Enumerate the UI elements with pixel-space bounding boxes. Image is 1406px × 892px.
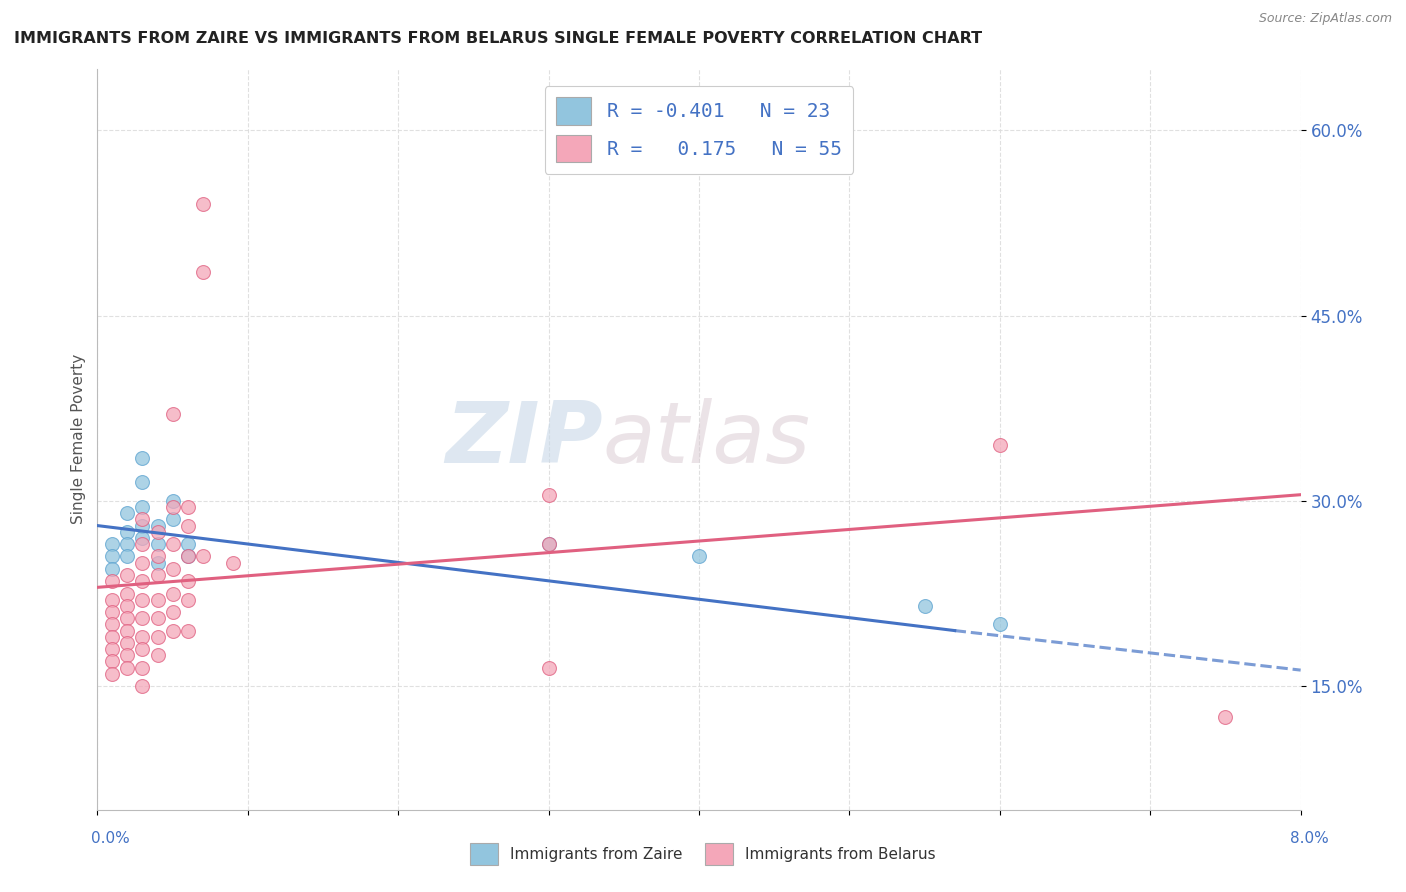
Text: 0.0%: 0.0% (91, 831, 131, 846)
Point (101, 562, 124, 576)
Point (146, 592, 169, 607)
Text: atlas: atlas (603, 398, 811, 481)
Point (176, 624, 198, 638)
Point (117, 549, 139, 564)
Point (101, 617, 124, 632)
Point (537, 660, 560, 674)
Point (101, 592, 124, 607)
Point (131, 630, 153, 644)
Point (146, 524, 169, 539)
Point (191, 197, 214, 211)
Point (988, 438, 1011, 452)
Point (117, 537, 139, 551)
Point (146, 518, 169, 533)
Point (146, 611, 169, 625)
Point (537, 537, 560, 551)
Point (1215, 710, 1237, 724)
Point (131, 642, 153, 657)
Point (176, 574, 198, 589)
Point (914, 599, 936, 613)
Point (131, 556, 153, 570)
Point (117, 660, 139, 674)
Point (117, 524, 139, 539)
Point (131, 660, 153, 674)
Point (162, 494, 184, 508)
Point (176, 500, 198, 514)
Legend: Immigrants from Zaire, Immigrants from Belarus: Immigrants from Zaire, Immigrants from B… (464, 837, 942, 871)
Point (146, 648, 169, 663)
Point (146, 549, 169, 564)
Point (117, 624, 139, 638)
Point (162, 512, 184, 526)
Point (101, 537, 124, 551)
Point (146, 630, 169, 644)
Point (162, 537, 184, 551)
Point (176, 592, 198, 607)
Point (131, 679, 153, 693)
Point (537, 537, 560, 551)
Point (101, 605, 124, 619)
Point (117, 568, 139, 582)
Point (222, 556, 245, 570)
Point (537, 488, 560, 502)
Y-axis label: Single Female Poverty: Single Female Poverty (72, 354, 86, 524)
Point (101, 630, 124, 644)
Point (131, 512, 153, 526)
Point (162, 500, 184, 514)
Point (131, 574, 153, 589)
Point (101, 574, 124, 589)
Point (176, 518, 198, 533)
Point (117, 636, 139, 650)
Text: Source: ZipAtlas.com: Source: ZipAtlas.com (1258, 12, 1392, 25)
Text: IMMIGRANTS FROM ZAIRE VS IMMIGRANTS FROM BELARUS SINGLE FEMALE POVERTY CORRELATI: IMMIGRANTS FROM ZAIRE VS IMMIGRANTS FROM… (14, 31, 983, 46)
Point (146, 556, 169, 570)
Point (146, 568, 169, 582)
Point (101, 642, 124, 657)
Point (162, 605, 184, 619)
Point (117, 648, 139, 663)
Point (117, 586, 139, 600)
Point (146, 537, 169, 551)
Point (176, 549, 198, 564)
Point (131, 531, 153, 545)
Point (101, 549, 124, 564)
Legend: R = -0.401   N = 23, R =   0.175   N = 55: R = -0.401 N = 23, R = 0.175 N = 55 (544, 86, 853, 174)
Point (162, 586, 184, 600)
Point (162, 562, 184, 576)
Text: ZIP: ZIP (446, 398, 603, 481)
Point (131, 518, 153, 533)
Point (191, 265, 214, 279)
Point (101, 666, 124, 681)
Point (176, 537, 198, 551)
Point (117, 599, 139, 613)
Point (191, 549, 214, 564)
Point (101, 655, 124, 669)
Point (131, 611, 153, 625)
Text: 8.0%: 8.0% (1289, 831, 1329, 846)
Point (162, 624, 184, 638)
Point (131, 450, 153, 465)
Point (131, 475, 153, 490)
Point (131, 500, 153, 514)
Point (131, 592, 153, 607)
Point (117, 611, 139, 625)
Point (131, 537, 153, 551)
Point (117, 506, 139, 520)
Point (162, 408, 184, 422)
Point (688, 549, 710, 564)
Point (176, 549, 198, 564)
Point (988, 617, 1011, 632)
